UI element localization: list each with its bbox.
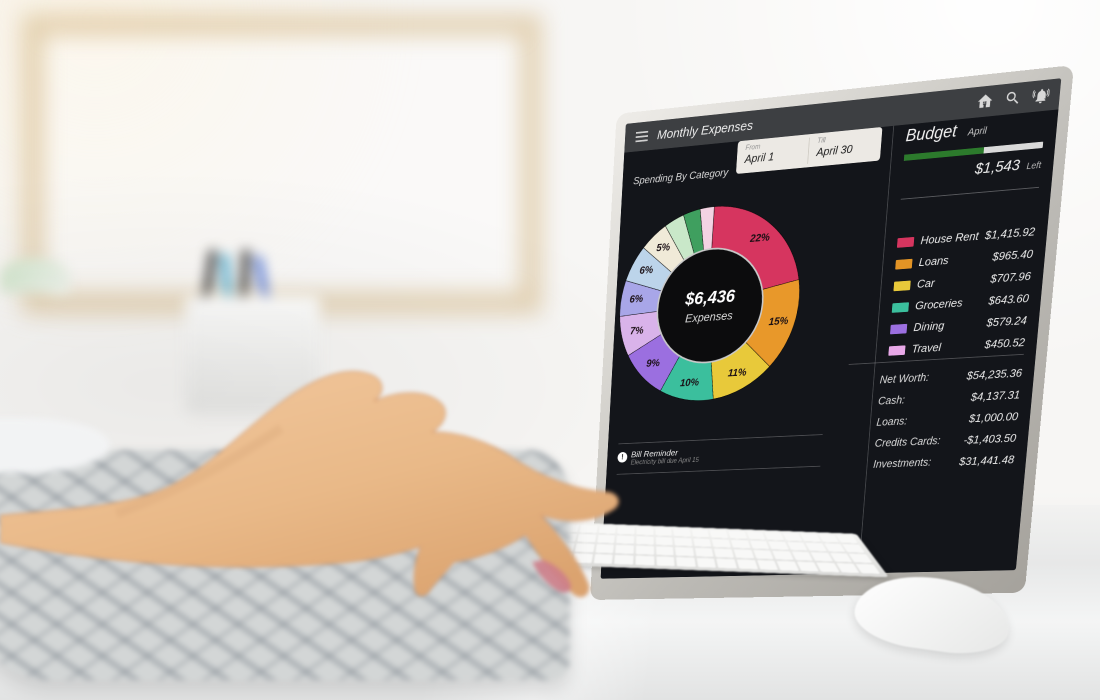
svg-text:5%: 5%	[656, 241, 671, 254]
svg-text:10%: 10%	[680, 377, 700, 390]
svg-text:15%: 15%	[768, 315, 789, 328]
svg-text:6%: 6%	[639, 264, 654, 277]
svg-text:22%: 22%	[749, 232, 771, 246]
svg-text:11%: 11%	[727, 367, 747, 380]
